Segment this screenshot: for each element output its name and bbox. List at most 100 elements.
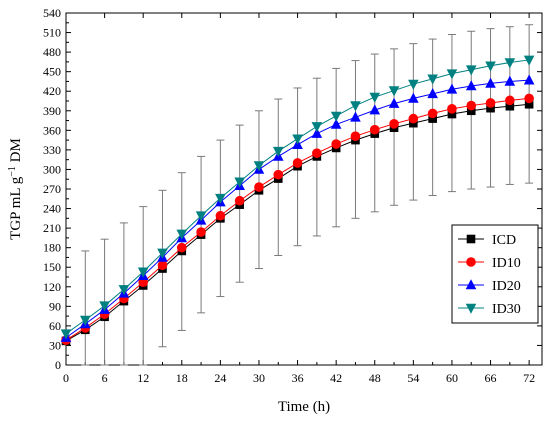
series-layer: [60, 55, 535, 346]
data-point-icd: [486, 103, 495, 113]
y-tick-label: 150: [43, 260, 61, 274]
data-point-id30: [60, 329, 72, 340]
legend-marker-id30: [465, 303, 477, 314]
y-tick-label: 90: [49, 299, 61, 313]
y-tick-label: 210: [43, 221, 61, 235]
data-point-id30: [118, 285, 130, 296]
data-point-icd: [428, 114, 437, 123]
data-point-id30: [157, 248, 168, 259]
x-tick-label: 12: [137, 371, 149, 385]
y-axis-title-superscript: −1: [7, 166, 18, 177]
data-point-icd: [447, 109, 457, 119]
data-point-id30: [311, 122, 323, 133]
data-point-id30: [79, 315, 91, 326]
x-tick-label: 6: [102, 371, 108, 385]
legend: ICD ID10 ID20 ID30: [451, 224, 539, 324]
data-point-id10: [312, 148, 322, 158]
y-tick-label: 300: [43, 162, 61, 176]
legend-label-id30: ID30: [492, 302, 521, 317]
x-axis: 0 6 12 18 24 30 36 42 48 54 60 66 72: [63, 13, 535, 385]
data-point-id30: [253, 161, 265, 172]
data-point-id10: [215, 210, 226, 221]
data-point-id10: [350, 131, 361, 141]
data-point-id20: [330, 118, 342, 129]
y-tick-label: 240: [43, 202, 61, 216]
data-point-id30: [330, 111, 342, 122]
y-tick-label: 420: [43, 84, 61, 98]
data-point-id30: [215, 193, 226, 204]
y-axis: 0 30 60 90 120 150 180 210 240 270 300 330 360 390 420…: [43, 6, 542, 372]
x-tick-label: 30: [253, 371, 265, 385]
data-point-id30: [292, 134, 303, 145]
data-point-icd: [466, 106, 476, 116]
x-tick-label: 48: [369, 371, 381, 385]
legend-label-icd: ICD: [492, 233, 516, 248]
data-point-id30: [176, 229, 188, 240]
data-point-id20: [504, 75, 516, 86]
y-axis-title-unit: DM: [8, 138, 24, 166]
data-point-id20: [523, 74, 535, 85]
data-point-id20: [369, 104, 381, 115]
y-tick-label: 390: [43, 104, 61, 118]
y-tick-label: 270: [43, 182, 61, 196]
data-point-icd: [505, 101, 515, 111]
data-point-id10: [466, 100, 477, 111]
data-point-id10: [485, 98, 496, 108]
data-point-id10: [369, 124, 380, 135]
data-point-id20: [350, 111, 361, 122]
data-point-id10: [505, 95, 515, 106]
y-tick-label: 330: [43, 143, 61, 157]
data-point-id10: [234, 195, 245, 206]
data-point-id20: [485, 77, 496, 88]
y-tick-label: 30: [49, 338, 61, 352]
data-point-id30: [369, 92, 381, 103]
data-point-id30: [427, 74, 438, 85]
y-tick-label: 0: [55, 358, 61, 372]
y-tick-label: 510: [43, 26, 61, 40]
data-point-id30: [485, 61, 496, 72]
data-point-id30: [408, 79, 419, 90]
data-point-id10: [427, 108, 438, 119]
x-tick-label: 42: [330, 371, 342, 385]
y-tick-label: 60: [49, 319, 61, 333]
data-point-id10: [196, 227, 206, 237]
data-point-id10: [524, 93, 534, 104]
x-tick-label: 60: [446, 371, 458, 385]
data-point-id30: [234, 177, 245, 188]
y-tick-label: 450: [43, 65, 61, 79]
data-point-id10: [408, 113, 419, 124]
data-point-id10: [254, 182, 264, 192]
data-point-id10: [157, 260, 168, 271]
data-point-id10: [389, 119, 399, 129]
data-point-id30: [137, 267, 149, 278]
data-point-id30: [195, 211, 207, 222]
data-point-id20: [408, 92, 419, 103]
data-point-id10: [331, 139, 341, 149]
legend-label-id20: ID20: [492, 279, 521, 294]
data-point-id20: [311, 127, 323, 138]
x-tick-label: 0: [63, 371, 69, 385]
series-id30: [60, 55, 535, 340]
data-point-id30: [99, 301, 110, 312]
y-axis-title: TGP mL g−1 DM: [7, 138, 25, 240]
x-tick-label: 54: [407, 371, 419, 385]
legend-box: [451, 224, 539, 324]
y-tick-label: 540: [43, 6, 61, 20]
x-tick-label: 18: [176, 371, 188, 385]
data-point-id10: [292, 158, 303, 168]
data-point-id30: [465, 65, 477, 76]
x-tick-label: 72: [523, 371, 535, 385]
y-tick-label: 360: [43, 123, 61, 137]
data-point-id30: [523, 55, 535, 66]
data-point-id20: [427, 88, 438, 99]
y-tick-label: 180: [43, 241, 61, 255]
legend-marker-icd: [466, 234, 476, 244]
data-point-id30: [272, 146, 284, 157]
data-point-id20: [465, 80, 477, 91]
x-tick-label: 24: [214, 371, 226, 385]
y-axis-title-main: TGP mL g: [8, 176, 24, 240]
data-point-id10: [273, 169, 284, 180]
data-point-id30: [388, 86, 400, 97]
legend-marker-id20: [465, 279, 477, 290]
